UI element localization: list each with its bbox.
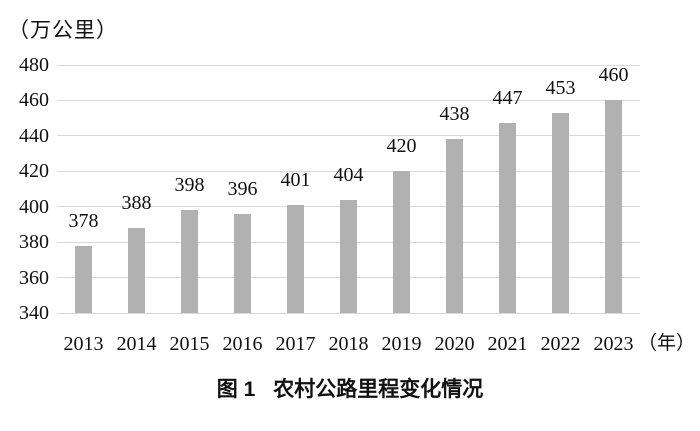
y-axis-unit-label: （万公里） <box>8 18 118 42</box>
bar-2014 <box>128 227 145 313</box>
x-axis-tick-label: 2017 <box>275 333 316 355</box>
y-axis-tick-label: 360 <box>19 266 49 289</box>
x-axis-tick-label: 2018 <box>328 333 369 355</box>
figure-caption-label: 图 1 <box>216 378 256 401</box>
bar-value-label: 438 <box>439 103 470 126</box>
bar-chart: （年） 340 360 380 400 420 440 460 480 378 2013 388 20… <box>19 54 696 355</box>
bar-value-label: 398 <box>174 174 205 197</box>
y-axis-tick-label: 420 <box>19 160 49 183</box>
bar-2021 <box>499 123 516 313</box>
bar-value-label: 388 <box>121 191 152 214</box>
plot-area <box>57 64 640 314</box>
gridline-420 <box>57 170 640 172</box>
bar-2019 <box>393 171 410 313</box>
y-axis-tick-label: 480 <box>19 54 49 76</box>
y-axis-tick-label: 340 <box>19 302 49 324</box>
x-axis-tick-label: 2019 <box>381 333 422 355</box>
bar-value-label: 401 <box>280 168 311 191</box>
y-axis-tick-label: 460 <box>19 89 49 112</box>
x-axis-tick-label: 2022 <box>540 333 581 355</box>
bar-2017 <box>287 204 304 313</box>
bar-2015 <box>181 210 198 313</box>
x-axis-tick-label: 2020 <box>434 333 475 355</box>
bar-value-label: 460 <box>598 64 629 87</box>
bar-2016 <box>234 213 251 313</box>
bar-2018 <box>340 199 357 313</box>
gridline-340 <box>57 312 640 314</box>
bar-2022 <box>552 112 569 313</box>
bar-value-label: 378 <box>68 209 99 232</box>
x-axis-tick-label: 2016 <box>222 333 263 355</box>
bar-value-label: 453 <box>545 76 576 99</box>
bar-2020 <box>446 139 463 313</box>
gridline-440 <box>57 135 640 137</box>
y-axis-tick-label: 440 <box>19 124 49 147</box>
x-axis-tick-label: 2015 <box>169 333 210 355</box>
bar-value-label: 447 <box>492 87 523 110</box>
gridline-460 <box>57 99 640 101</box>
figure-caption: 图 1 农村公路里程变化情况 <box>0 378 700 402</box>
y-axis-tick-label: 400 <box>19 195 49 218</box>
x-axis-tick-label: 2021 <box>487 333 528 355</box>
bar-2023 <box>605 100 622 313</box>
bar-value-label: 396 <box>227 177 258 200</box>
gridline-480 <box>57 64 640 66</box>
figure-caption-title: 农村公路里程变化情况 <box>273 378 484 401</box>
bar-2013 <box>75 245 92 313</box>
x-axis-unit-label: （年） <box>638 333 696 354</box>
bar-value-label: 420 <box>386 135 417 158</box>
x-axis-tick-label: 2013 <box>63 333 104 355</box>
x-axis-tick-label: 2014 <box>116 333 157 355</box>
x-axis-tick-label: 2023 <box>593 333 634 355</box>
y-axis-tick-label: 380 <box>19 231 49 254</box>
bar-value-label: 404 <box>333 163 364 186</box>
